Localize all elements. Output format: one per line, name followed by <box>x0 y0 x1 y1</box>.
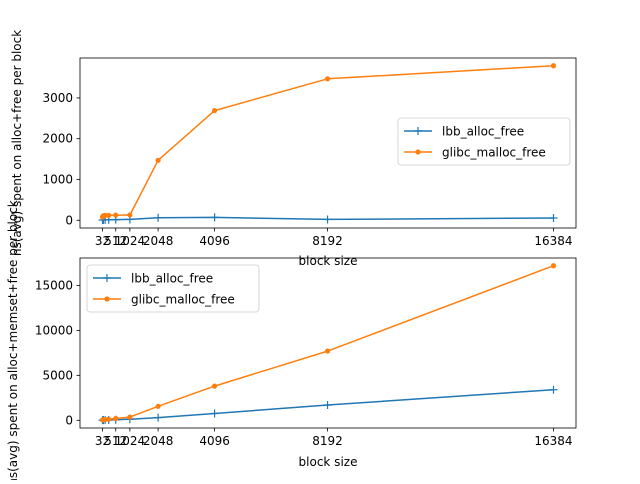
data-point-glibc_malloc_free-2048-chart2 <box>155 403 161 409</box>
y-axis-label-chart2: ns(avg) spent on alloc+memset+free per b… <box>6 200 20 480</box>
data-point-lbb_alloc_free-2048-chart2 <box>154 413 163 422</box>
x-tick-label-8192-chart2: 8192 <box>312 434 343 448</box>
axes-frame-chart1 <box>79 57 577 229</box>
x-tick-label-32-chart1: 32 <box>95 234 110 248</box>
x-tick-label-2048-chart2: 2048 <box>143 434 174 448</box>
data-point-glibc_malloc_free-256-chart2 <box>106 416 112 422</box>
y-tick-label-3000-chart1: 3000 <box>42 91 73 105</box>
legend-box-chart2 <box>86 264 260 313</box>
data-point-glibc_malloc_free-512-chart1 <box>113 212 119 218</box>
data-point-lbb_alloc_free-4096-chart2 <box>210 409 219 418</box>
x-tick-label-4096-chart1: 4096 <box>199 234 230 248</box>
data-point-lbb_alloc_free-16384-chart1 <box>549 214 558 223</box>
y-tick-label-0-chart1: 0 <box>65 213 73 227</box>
legend-marker-glibc_malloc_free-chart1 <box>415 149 421 155</box>
x-tick-label-512-chart2: 512 <box>104 434 127 448</box>
x-tick-label-1024-chart2: 1024 <box>115 434 146 448</box>
y-tick-label-1000-chart1: 1000 <box>42 172 73 186</box>
axes-frame-chart2 <box>79 257 577 429</box>
y-tick-label-15000-chart2: 15000 <box>35 278 73 292</box>
y-tick-label-10000-chart2: 10000 <box>35 323 73 337</box>
x-tick-label-16384-chart1: 16384 <box>534 234 572 248</box>
y-axis-label-chart1: ns(avg) spent on alloc+free per block <box>10 30 24 256</box>
data-point-glibc_malloc_free-16384-chart1 <box>550 63 557 69</box>
data-point-lbb_alloc_free-2048-chart1 <box>154 213 163 222</box>
data-point-lbb_alloc_free-16384-chart2 <box>549 385 558 394</box>
data-point-lbb_alloc_free-4096-chart1 <box>210 213 219 222</box>
data-point-glibc_malloc_free-16384-chart2 <box>550 263 557 269</box>
x-tick-label-32-chart2: 32 <box>95 434 110 448</box>
legend-label-glibc_malloc_free-chart1: glibc_malloc_free <box>442 146 546 160</box>
y-tick-label-0-chart2: 0 <box>65 413 73 427</box>
data-point-glibc_malloc_free-1024-chart1 <box>127 212 133 218</box>
legend-label-lbb_alloc_free-chart1: lbb_alloc_free <box>442 125 524 139</box>
y-tick-label-5000-chart2: 5000 <box>42 368 73 382</box>
x-tick-label-4096-chart2: 4096 <box>199 434 230 448</box>
data-point-lbb_alloc_free-8192-chart2 <box>323 400 332 409</box>
x-tick-label-512-chart1: 512 <box>104 234 127 248</box>
legend-marker-lbb_alloc_free-chart2 <box>103 274 111 282</box>
x-axis-label-chart2: block size <box>299 455 358 469</box>
legend-label-glibc_malloc_free-chart2: glibc_malloc_free <box>131 293 235 307</box>
data-point-glibc_malloc_free-8192-chart2 <box>324 348 331 354</box>
legend-marker-glibc_malloc_free-chart2 <box>104 296 110 302</box>
legend-box-chart1 <box>397 117 571 166</box>
data-point-lbb_alloc_free-8192-chart1 <box>323 215 332 224</box>
legend-marker-lbb_alloc_free-chart1 <box>414 127 422 135</box>
x-tick-label-8192-chart1: 8192 <box>312 234 343 248</box>
data-point-glibc_malloc_free-256-chart1 <box>106 212 112 218</box>
x-tick-label-16384-chart2: 16384 <box>534 434 572 448</box>
data-point-glibc_malloc_free-512-chart2 <box>113 415 119 422</box>
data-point-glibc_malloc_free-4096-chart1 <box>211 107 218 114</box>
x-tick-label-1024-chart1: 1024 <box>115 234 146 248</box>
data-point-glibc_malloc_free-8192-chart1 <box>324 76 331 82</box>
data-point-glibc_malloc_free-4096-chart2 <box>211 383 218 389</box>
x-axis-label-chart1: block size <box>299 254 358 268</box>
x-tick-label-2048-chart1: 2048 <box>143 234 174 248</box>
legend-label-lbb_alloc_free-chart2: lbb_alloc_free <box>131 272 213 286</box>
data-point-glibc_malloc_free-2048-chart1 <box>155 157 161 163</box>
y-tick-label-2000-chart1: 2000 <box>42 132 73 146</box>
data-point-glibc_malloc_free-1024-chart2 <box>127 414 133 420</box>
